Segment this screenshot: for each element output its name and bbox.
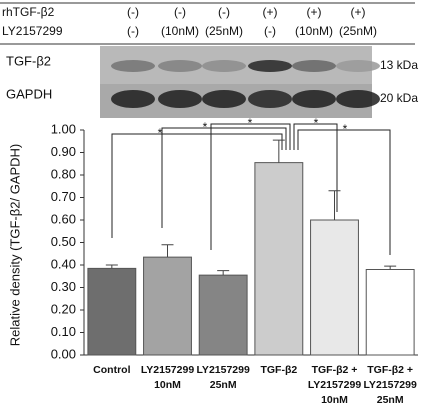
row-label: LY2157299 [2, 24, 63, 38]
x-tick-label: Control [93, 364, 130, 376]
column-label: (10nM) [295, 24, 333, 38]
y-tick-label: 1.00 [51, 121, 76, 136]
band [292, 90, 336, 108]
column-label: (+) [307, 5, 322, 19]
bar [143, 256, 192, 356]
asterisk: * [343, 122, 348, 136]
x-tick-label: 10nM [321, 394, 348, 406]
band [202, 90, 246, 108]
band [248, 60, 292, 72]
column-label: (+) [263, 5, 278, 19]
error-bar [105, 264, 118, 269]
x-tick-label: LY2157299 [141, 364, 194, 376]
band [248, 90, 292, 108]
y-tick-label: 0.20 [51, 301, 76, 316]
column-label: (-) [127, 24, 139, 38]
column-label: (10nM) [161, 24, 199, 38]
error-bar [217, 270, 230, 276]
asterisk: * [203, 120, 208, 134]
band [158, 60, 202, 72]
x-tick-label: 25nM [377, 394, 404, 406]
bracket [210, 123, 291, 250]
band [158, 90, 202, 108]
band-size: 13 kDa [380, 58, 418, 72]
error-bar [384, 265, 397, 270]
y-tick-label: 0.50 [51, 234, 76, 249]
column-label: (-) [174, 5, 186, 19]
error-bar [272, 139, 285, 163]
y-tick-label: 0.90 [51, 144, 76, 159]
band [292, 60, 336, 72]
x-tick-label: 25nM [210, 379, 237, 391]
error-bar [161, 244, 174, 258]
column-label: (-) [218, 5, 230, 19]
y-tick-label: 0.30 [51, 279, 76, 294]
error-bar [328, 190, 341, 220]
y-tick-label: 0.00 [51, 346, 76, 361]
bands [111, 60, 380, 108]
x-tick-label: LY2157299 [308, 379, 361, 391]
band [111, 90, 155, 108]
x-tick-label: 10nM [154, 379, 181, 391]
y-tick-label: 0.10 [51, 324, 76, 339]
band [202, 60, 246, 72]
row-label: rhTGF-β2 [2, 5, 55, 19]
significance-brackets: * * * * * [111, 116, 391, 255]
asterisk: * [158, 126, 163, 140]
asterisk: * [314, 116, 319, 130]
band-size: 20 kDa [380, 91, 418, 105]
band [336, 60, 380, 72]
y-tick-label: 0.70 [51, 189, 76, 204]
x-tick-label: TGF-β2 + [312, 364, 358, 376]
bracket [111, 133, 283, 238]
y-tick-label: 0.80 [51, 166, 76, 181]
column-label: (+) [351, 5, 366, 19]
asterisk: * [248, 116, 253, 130]
bar [254, 162, 304, 356]
bracket [161, 127, 287, 228]
bar [198, 274, 248, 356]
x-tick-label: TGF-β2 + [367, 364, 413, 376]
column-label: (-) [264, 24, 276, 38]
bracket [293, 123, 338, 212]
bar [87, 267, 137, 356]
y-tick-label: 0.60 [51, 211, 76, 226]
band [336, 90, 380, 108]
column-label: (-) [127, 5, 139, 19]
bar [365, 269, 415, 356]
column-label: (25nM) [205, 24, 243, 38]
y-tick-label: 0.40 [51, 256, 76, 271]
y-axis-label: Relative density (TGF-β2/ GAPDH) [7, 144, 22, 347]
band [111, 60, 155, 72]
bar [310, 219, 359, 356]
band-label: GAPDH [6, 86, 52, 101]
x-tick-label: LY2157299 [196, 364, 249, 376]
band-label: TGF-β2 [6, 53, 51, 68]
x-tick-label: LY2157299 [363, 379, 416, 391]
x-tick-label: TGF-β2 [260, 364, 297, 376]
bracket [297, 129, 391, 255]
column-label: (25nM) [339, 24, 377, 38]
